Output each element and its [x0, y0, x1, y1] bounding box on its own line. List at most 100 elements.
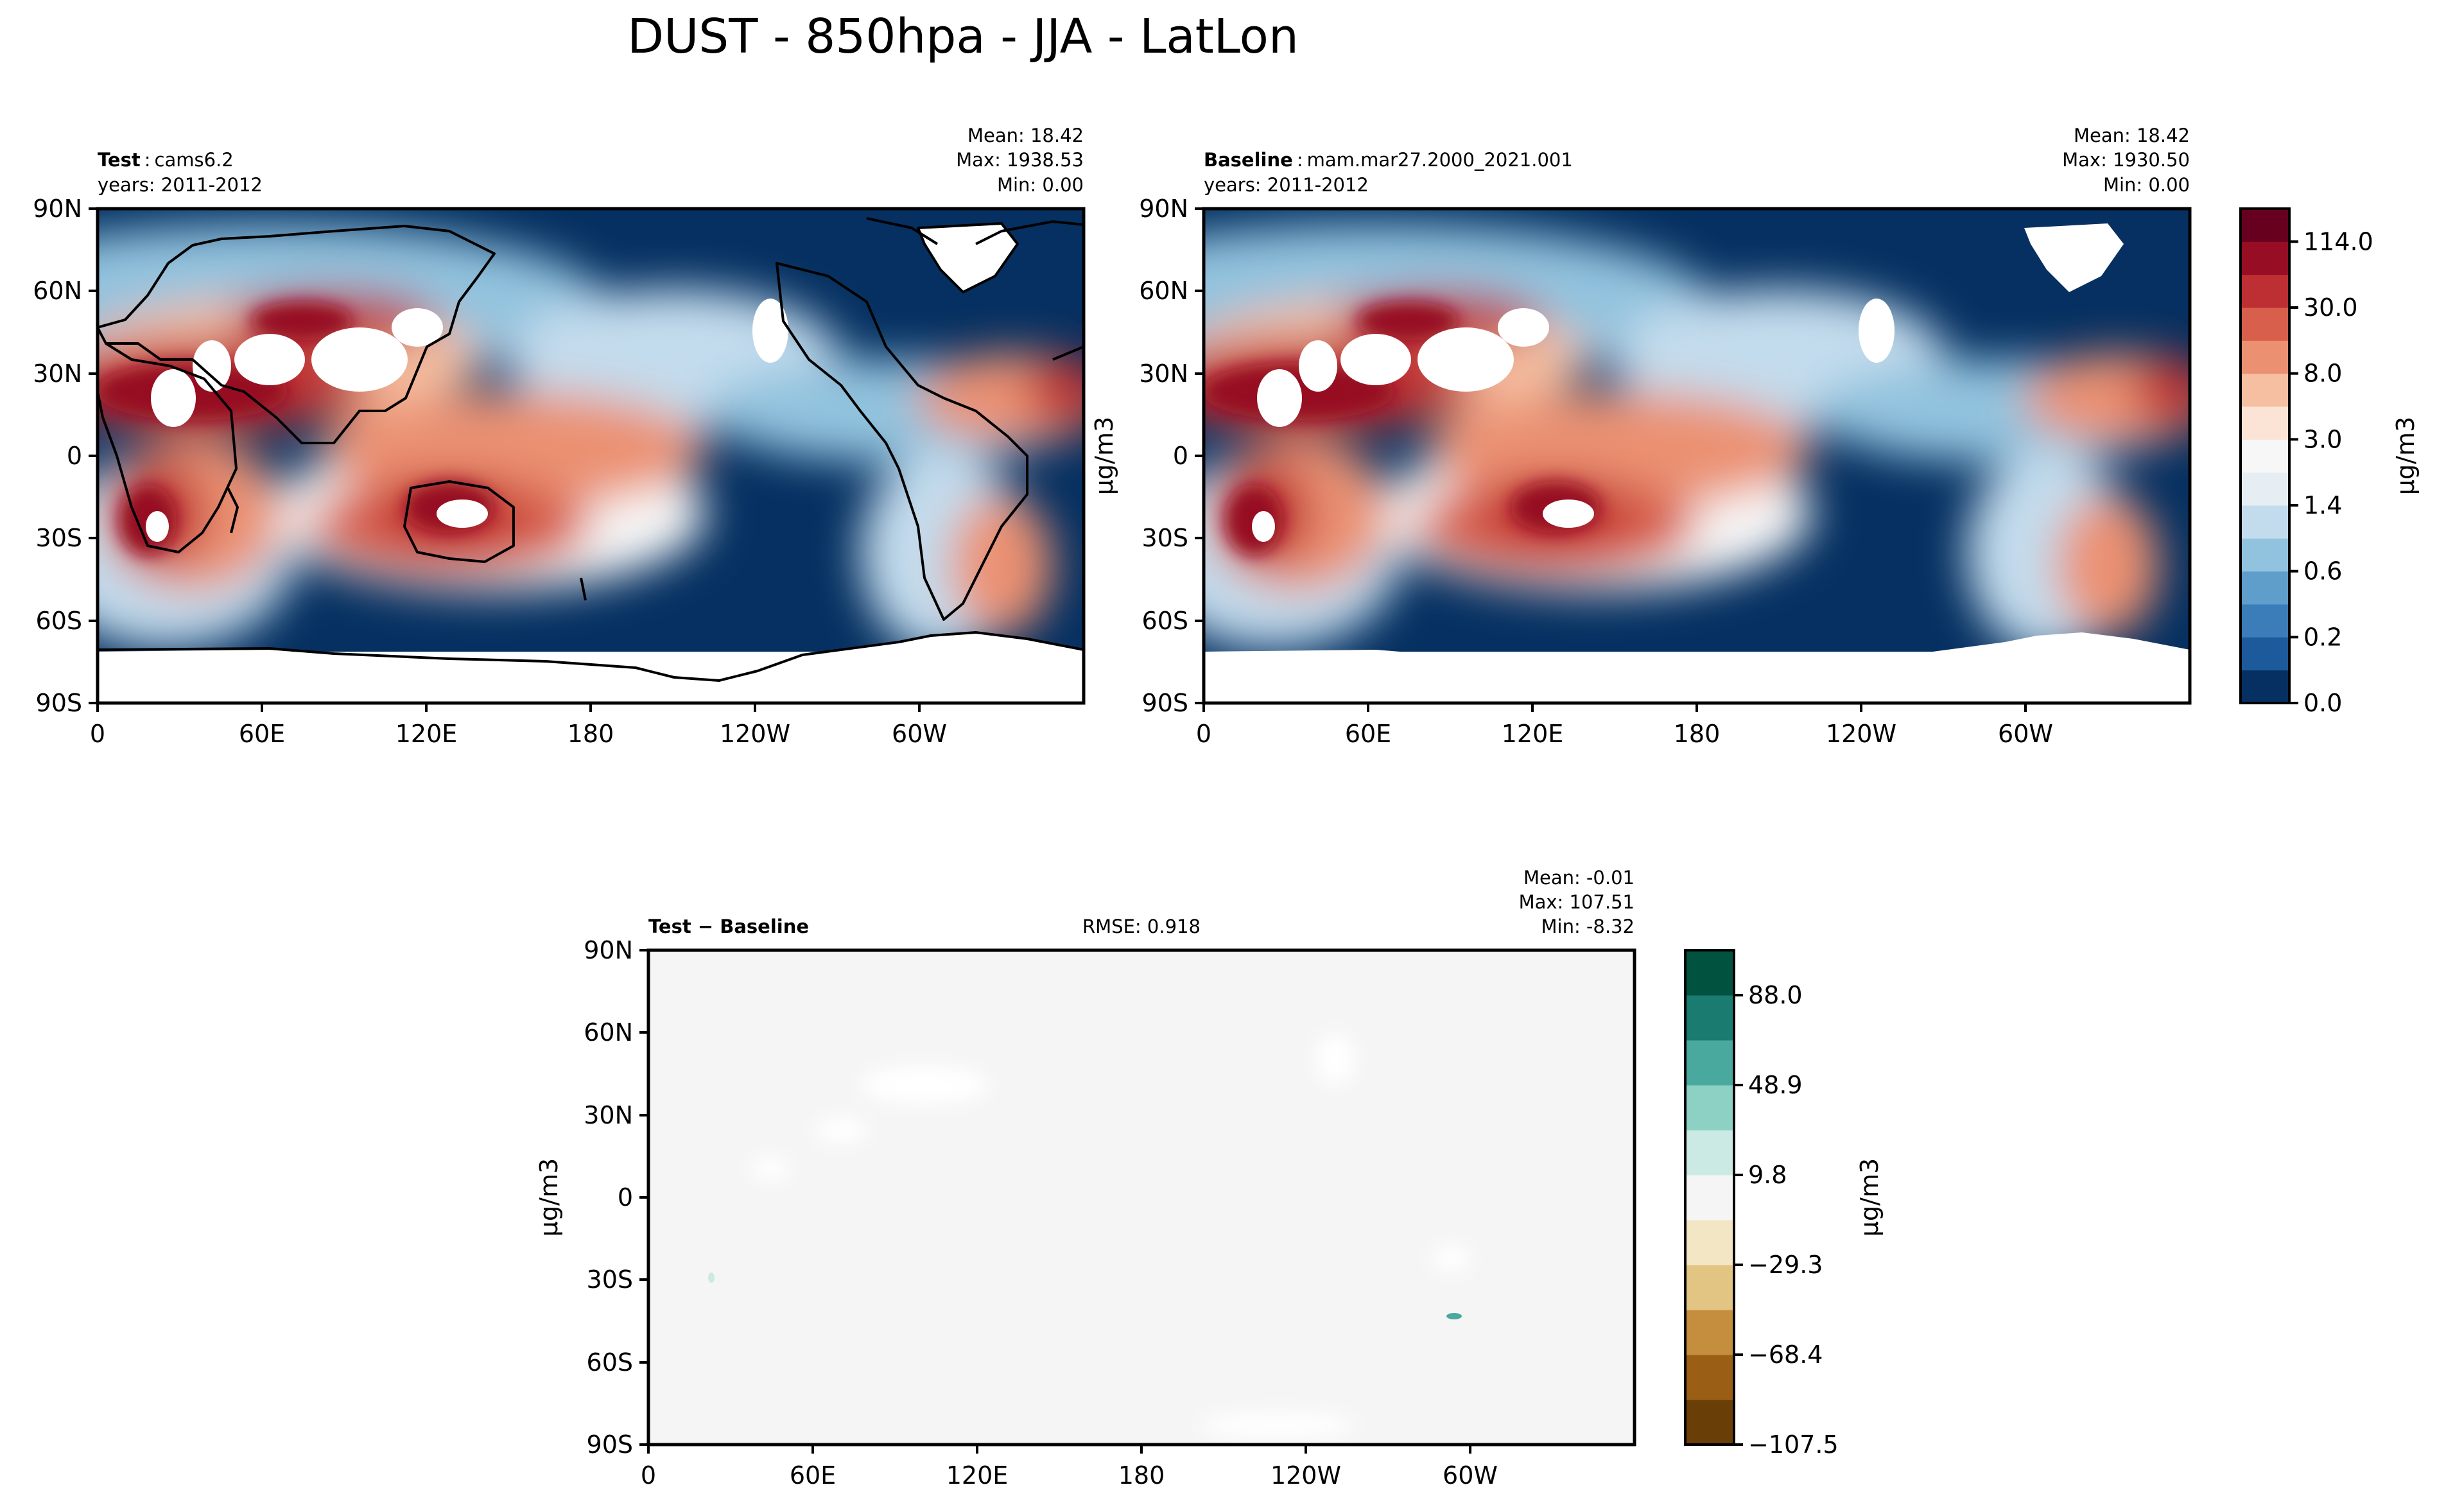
baseline-lon-label: 60E: [1345, 720, 1391, 748]
baseline-lon-label: 0: [1196, 720, 1211, 748]
colorbar-tick-label: 0.2: [2303, 623, 2342, 651]
diff-map-field: [648, 950, 1635, 1445]
baseline-lon-label: 180: [1674, 720, 1721, 748]
baseline-lat-label: 90N: [1139, 195, 1188, 223]
test-lon-ticks: [96, 703, 921, 712]
baseline-lon-label: 60W: [1998, 720, 2053, 748]
figure-title: DUST - 850hpa - JJA - LatLon: [627, 9, 1299, 64]
test-lat-label: 90S: [36, 689, 82, 717]
colorbar-tick-label: 9.8: [1748, 1161, 1787, 1189]
diff-lat-label: 90N: [584, 936, 633, 964]
test-panel-max: Max: 1938.53: [956, 149, 1084, 171]
colorbar-swatch: [2241, 538, 2289, 572]
colorbar-tick-label: 30.0: [2303, 293, 2358, 322]
diff-panel-mean: Mean: -0.01: [1523, 867, 1635, 889]
test-panel-header: Test: cams6.2 years: 2011-2012 Mean: 18.4…: [98, 125, 1084, 196]
colorbar-swatch: [2241, 340, 2289, 374]
test-panel-mean: Mean: 18.42: [967, 125, 1084, 146]
colorbar-swatch: [2241, 571, 2289, 605]
colorbar-swatch: [1685, 1310, 1734, 1355]
baseline-ylabel: μg/m3: [1090, 417, 1118, 495]
colorbar-tick-label: 3.0: [2303, 425, 2342, 453]
test-lon-label: 180: [568, 720, 614, 748]
diff-lat-label: 30S: [587, 1265, 633, 1294]
diff-lon-label: 60E: [790, 1461, 836, 1490]
diff-panel-label: Test − Baseline: [648, 916, 809, 937]
diff-panel-max: Max: 107.51: [1519, 891, 1635, 913]
colorbar-tick-label: 0.6: [2303, 557, 2342, 586]
colorbar-swatch: [1685, 1040, 1734, 1086]
diff-ylabel: μg/m3: [535, 1158, 563, 1237]
colorbar-tick-label: 48.9: [1748, 1071, 1803, 1099]
colorbar-tick-label: 88.0: [1748, 981, 1803, 1009]
colorbar-swatch: [2241, 637, 2289, 671]
colorbar-swatch: [1685, 1130, 1734, 1176]
colorbar-swatch: [1685, 1175, 1734, 1221]
baseline-lat-ticks: [1195, 207, 1204, 704]
diff-lat-label: 60N: [584, 1018, 633, 1047]
diff-lat-label: 30N: [584, 1101, 633, 1129]
svg-text:Baseline:mam.mar27.2000_2021.0: Baseline: mam.mar27.2000_2021.001: [1204, 149, 1573, 171]
baseline-panel-case: mam.mar27.2000_2021.001: [1307, 149, 1573, 171]
diff-panel-min: Min: -8.32: [1541, 916, 1635, 937]
test-panel-years: years: 2011-2012: [98, 174, 263, 196]
test-lon-label: 0: [90, 720, 105, 748]
colorbar-swatch: [1685, 1355, 1734, 1400]
colorbar-swatch: [2241, 406, 2289, 440]
test-lon-label: 120E: [395, 720, 458, 748]
colorbar-main-frame: [2239, 207, 2291, 704]
baseline-lat-label: 90S: [1142, 689, 1188, 717]
colorbar-swatch: [2241, 670, 2289, 704]
baseline-lat-label: 30S: [1142, 524, 1188, 552]
colorbar-swatch: [2241, 308, 2289, 341]
test-map-field: [98, 209, 1084, 703]
colorbar-tick-label: 0.0: [2303, 689, 2342, 717]
colorbar-swatch: [2241, 373, 2289, 407]
baseline-lon-label: 120E: [1502, 720, 1564, 748]
test-lon-label: 60E: [239, 720, 285, 748]
colorbar-tick-label: −29.3: [1748, 1251, 1823, 1279]
colorbar-swatch: [2241, 439, 2289, 473]
test-panel-min: Min: 0.00: [997, 174, 1084, 196]
colorbar-swatch: [1685, 1400, 1734, 1445]
svg-text:Test:cams6.2: Test: cams6.2: [98, 149, 234, 171]
colorbar-swatch: [2241, 241, 2289, 275]
colorbar-swatch: [2241, 209, 2289, 242]
baseline-map-field: [1204, 209, 2190, 703]
baseline-panel-min: Min: 0.00: [2103, 174, 2190, 196]
diff-lon-label: 120E: [946, 1461, 1009, 1490]
diff-panel-header: Test − Baseline RMSE: 0.918 Mean: -0.01 …: [648, 867, 1635, 937]
diff-lon-label: 0: [641, 1461, 656, 1490]
diff-lon-label: 60W: [1443, 1461, 1498, 1490]
test-map-coastlines: [98, 217, 1084, 682]
baseline-lat-label: 60N: [1139, 277, 1188, 305]
baseline-lon-label: 120W: [1826, 720, 1896, 748]
diff-lon-ticks: [647, 1445, 1471, 1454]
colorbar-diff-ticks: −107.5 −68.4 −29.3 9.8 48.9 88.0: [1734, 981, 1839, 1459]
test-lat-ticks: [89, 207, 98, 704]
diff-lat-label: 60S: [587, 1348, 633, 1377]
diff-hotspot: [1446, 1313, 1462, 1319]
test-panel-case: cams6.2: [155, 149, 234, 171]
diff-panel-rmse: RMSE: 0.918: [1082, 916, 1201, 937]
colorbar-main: 0.0 0.2 0.6 1.4 3.0 8.0 30.0 114.0 μg/m3: [2239, 207, 2420, 717]
colorbar-swatch: [2241, 604, 2289, 638]
test-lat-label: 90N: [33, 195, 82, 223]
baseline-lat-label: 30N: [1139, 360, 1188, 388]
baseline-lon-ticks: [1202, 703, 2027, 712]
baseline-panel-years: years: 2011-2012: [1204, 174, 1369, 196]
baseline-lat-label: 0: [1173, 442, 1188, 470]
colorbar-swatch: [1685, 1220, 1734, 1265]
diff-panel: Test − Baseline RMSE: 0.918 Mean: -0.01 …: [535, 867, 1636, 1490]
baseline-panel-mean: Mean: 18.42: [2074, 125, 2190, 146]
colorbar-tick-label: 8.0: [2303, 360, 2342, 388]
diff-lon-label: 180: [1118, 1461, 1165, 1490]
colorbar-tick-label: −107.5: [1748, 1430, 1839, 1459]
test-lat-label: 30N: [33, 360, 82, 388]
colorbar-swatch: [1685, 950, 1734, 996]
colorbar-diff-label: μg/m3: [1855, 1158, 1884, 1237]
colorbar-tick-label: −68.4: [1748, 1341, 1823, 1369]
test-lat-label: 60S: [36, 607, 82, 635]
test-lon-label: 120W: [720, 720, 790, 748]
